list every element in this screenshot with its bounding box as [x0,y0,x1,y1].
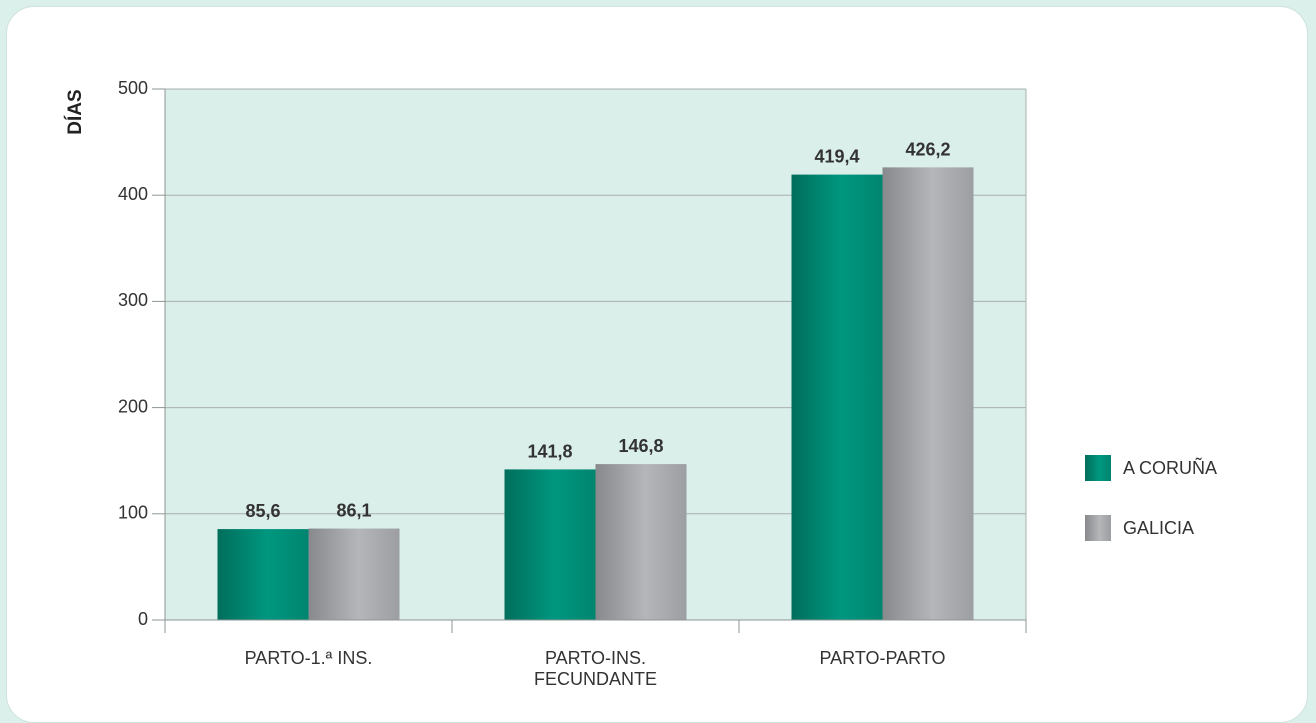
data-label: 86,1 [336,501,371,521]
data-label: 419,4 [814,147,859,167]
bar-a-coru-a-1 [504,469,596,620]
x-tick-label: PARTO-INS. [545,648,646,668]
legend-label: GALICIA [1123,518,1194,538]
y-tick-label: 200 [118,396,148,416]
data-label: 141,8 [527,441,572,461]
data-label: 146,8 [618,436,663,456]
y-tick-label: 0 [138,609,148,629]
x-tick-label: FECUNDANTE [534,669,657,689]
bar-galicia-0 [308,528,400,620]
y-tick-label: 100 [118,503,148,523]
y-tick-label: 500 [118,78,148,98]
bar-a-coru-a-0 [217,529,309,620]
x-tick-label: PARTO-PARTO [819,648,945,668]
x-tick-label: PARTO-1.ª INS. [245,648,373,668]
y-axis-label: DÍAS [64,89,86,134]
y-tick-label: 300 [118,290,148,310]
data-label: 426,2 [905,139,950,159]
legend: A CORUÑA GALICIA [1085,455,1217,541]
bar-galicia-2 [882,167,974,620]
bar-galicia-1 [595,464,687,620]
bar-a-coru-a-2 [791,174,883,620]
legend-label: A CORUÑA [1123,457,1217,478]
legend-swatch [1085,515,1111,541]
y-tick-label: 400 [118,184,148,204]
legend-swatch [1085,455,1111,481]
data-label: 85,6 [245,501,280,521]
